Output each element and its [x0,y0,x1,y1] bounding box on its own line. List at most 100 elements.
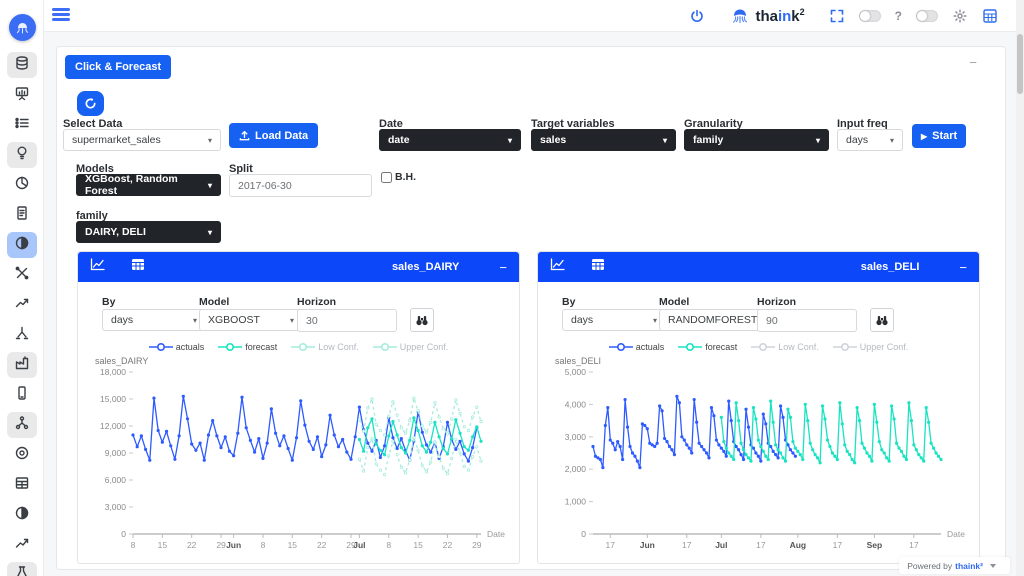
svg-text:Jul: Jul [715,540,727,550]
load-data-button[interactable]: Load Data [229,123,319,148]
chevron-down-icon: ▾ [207,180,212,190]
svg-text:9,000: 9,000 [105,448,127,458]
presentation-chart-icon [14,85,30,106]
legend-item[interactable]: actuals [608,342,664,352]
legend-item[interactable]: Low Conf. [291,342,359,352]
sidebar-item-ideas[interactable] [7,142,37,168]
menu-icon[interactable] [52,8,70,22]
legend-item[interactable]: forecast [678,342,737,352]
sidebar-item-pie[interactable] [7,172,37,198]
svg-text:3,000: 3,000 [565,432,587,442]
svg-text:6,000: 6,000 [105,475,127,485]
split-input[interactable] [229,174,372,197]
family-label: family [76,210,108,222]
trend-arrow-icon [14,535,30,556]
topbar: thaink2 ? [44,0,1016,32]
sidebar-item-network[interactable] [7,412,37,438]
chevron-down-icon: ▾ [652,315,657,325]
horizon-label: Horizon [757,296,797,308]
target-variables-dropdown[interactable]: sales ▾ [531,129,676,151]
refresh-button[interactable] [77,91,104,116]
sidebar [0,0,44,576]
date-dropdown[interactable]: date ▾ [379,129,521,151]
binoculars-button[interactable] [410,308,434,332]
toggle-switch-2[interactable] [916,10,938,22]
legend-item[interactable]: Upper Conf. [832,342,908,352]
sidebar-item-tools[interactable] [7,262,37,288]
forecast-chart-dairy[interactable]: 0 3,000 6,000 9,000 12,000 15,000 18,000 8 15 22 2… [83,354,515,560]
sidebar-item-distribution[interactable] [7,232,37,258]
svg-text:22: 22 [187,540,197,550]
select-data-dropdown[interactable]: supermarket_sales ▾ [63,129,221,151]
svg-text:12,000: 12,000 [100,421,126,431]
svg-text:8: 8 [386,540,391,550]
click-forecast-button[interactable]: Click & Forecast [65,55,172,79]
svg-text:sales_DAIRY: sales_DAIRY [95,356,148,366]
sidebar-item-factory[interactable] [7,352,37,378]
gear-icon[interactable] [952,8,968,24]
sidebar-item-disc[interactable] [7,442,37,468]
input-freq-dropdown[interactable]: days ▾ [837,129,903,151]
start-button[interactable]: ▶ Start [912,124,967,148]
select-data-label: Select Data [63,118,123,130]
family-dropdown[interactable]: DAIRY, DELI ▾ [76,221,221,243]
legend-item[interactable]: Low Conf. [751,342,819,352]
legend-item[interactable]: actuals [148,342,204,352]
line-chart-icon[interactable] [550,258,565,276]
panel-collapse-button[interactable]: − [959,259,967,275]
svg-text:Jun: Jun [640,540,655,550]
forecast-chart-deli[interactable]: 0 1,000 2,000 3,000 4,000 5,000 17 Jun 17 Jul 17 Au… [543,354,975,560]
panel-collapse-button[interactable]: − [499,259,507,275]
expand-icon[interactable] [829,8,845,24]
sidebar-item-trend[interactable] [7,292,37,318]
sidebar-items [0,52,44,576]
brand-logo-icon[interactable] [9,14,36,41]
sidebar-item-lab[interactable] [7,562,37,576]
sidebar-item-document[interactable] [7,202,37,228]
split-label: Split [229,163,253,175]
legend-item[interactable]: Upper Conf. [372,342,448,352]
table-view-icon[interactable] [591,258,605,276]
help-icon[interactable]: ? [894,9,902,23]
scrollbar[interactable] [1016,0,1024,576]
sidebar-item-database[interactable] [7,52,37,78]
granularity-dropdown[interactable]: family ▾ [684,129,829,151]
chart-legend[interactable]: actuals forecast Low Conf. Upper Conf. [538,342,979,352]
sidebar-item-presentation[interactable] [7,82,37,108]
power-icon[interactable] [689,8,705,24]
apps-grid-icon[interactable] [982,8,998,24]
line-chart-icon[interactable] [90,258,105,276]
chevron-down-icon: ▾ [507,135,512,145]
svg-text:29: 29 [472,540,482,550]
sidebar-item-list[interactable] [7,112,37,138]
svg-text:18,000: 18,000 [100,367,126,377]
trend-up-icon [14,295,30,316]
by-dropdown[interactable]: days ▾ [102,309,206,331]
legend-item[interactable]: forecast [218,342,277,352]
by-label: By [102,296,116,308]
sidebar-item-table[interactable] [7,472,37,498]
sidebar-item-branch[interactable] [7,322,37,348]
toggle-switch-1[interactable] [858,10,881,22]
date-label: Date [379,118,403,130]
svg-text:22: 22 [317,540,327,550]
table-view-icon[interactable] [131,258,145,276]
card-collapse-button[interactable]: − [969,55,977,70]
binoculars-button[interactable] [870,308,894,332]
chart-legend[interactable]: actuals forecast Low Conf. Upper Conf. [78,342,519,352]
sidebar-item-trend-arrow[interactable] [7,532,37,558]
horizon-input[interactable] [757,309,857,332]
horizon-input[interactable] [297,309,397,332]
sidebar-item-mobile[interactable] [7,382,37,408]
svg-text:1,000: 1,000 [565,497,587,507]
models-dropdown[interactable]: XGBoost, Random Forest ▾ [76,173,221,197]
model-dropdown[interactable]: RANDOMFOREST▾ [659,309,763,331]
powered-by-badge: Powered by thaink² [899,557,1010,574]
bh-checkbox[interactable] [381,171,392,183]
scrollbar-thumb[interactable] [1017,34,1023,94]
by-dropdown[interactable]: days ▾ [562,309,666,331]
factory-icon [14,355,30,376]
flask-icon [14,565,30,576]
model-dropdown[interactable]: XGBOOST ▾ [199,309,303,331]
sidebar-item-distribution-alt[interactable] [7,502,37,528]
